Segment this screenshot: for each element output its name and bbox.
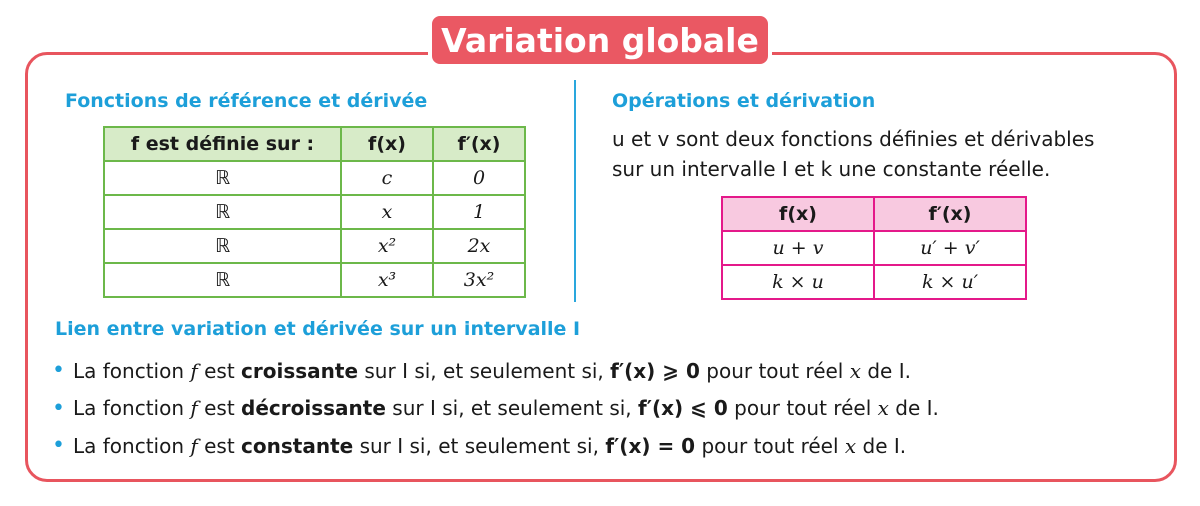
- variation-word: décroissante: [241, 396, 386, 421]
- text: x: [877, 396, 889, 421]
- variation-rules-list: • La fonction f est croissante sur I si, …: [52, 352, 939, 465]
- text: La fonction: [72, 396, 191, 421]
- derivative-condition: f′(x) ⩽ 0: [638, 396, 728, 421]
- right-heading: Opérations et dérivation: [612, 90, 876, 112]
- derivative-condition: f′(x) = 0: [605, 433, 696, 458]
- table-header-row: f est définie sur : f(x) f′(x): [103, 126, 526, 162]
- text: est: [197, 433, 242, 458]
- text: sur I si, et seulement si,: [353, 433, 606, 458]
- table-cell: x: [340, 194, 434, 230]
- text: La fonction: [72, 433, 191, 458]
- table-cell: u′ + v′: [873, 230, 1027, 266]
- table-cell: ℝ: [103, 262, 342, 298]
- table-cell: x²: [340, 228, 434, 264]
- table-cell: ℝ: [103, 194, 342, 230]
- header-fx: f(x): [340, 126, 434, 162]
- text: sur I si, et seulement si,: [358, 358, 611, 383]
- text: sur I si, et seulement si,: [385, 396, 639, 421]
- header-fpx: f′(x): [873, 196, 1027, 232]
- text: f: [190, 433, 198, 458]
- text: de I.: [861, 358, 911, 383]
- text: pour tout réel: [699, 358, 850, 383]
- text: x: [849, 358, 861, 383]
- text: pour tout réel: [727, 396, 878, 421]
- paragraph-line: u et v sont deux fonctions définies et d…: [612, 127, 1095, 151]
- text: x: [844, 433, 857, 458]
- text: est: [197, 396, 242, 421]
- bullet-icon: •: [52, 395, 65, 421]
- bullet-icon: •: [52, 358, 65, 384]
- table-cell: x³: [340, 262, 434, 298]
- derivative-condition: f′(x) ⩾ 0: [610, 358, 700, 383]
- header-fx: f(x): [721, 196, 875, 232]
- bottom-heading: Lien entre variation et dérivée sur un i…: [55, 318, 581, 340]
- table-cell: k × u: [721, 264, 875, 300]
- table-cell: 0: [432, 160, 526, 196]
- table-cell: 2x: [432, 228, 526, 264]
- table-cell: u + v: [721, 230, 875, 266]
- table-cell: 3x²: [432, 262, 526, 298]
- text: f: [190, 358, 198, 383]
- text: de I.: [856, 433, 907, 458]
- text: de I.: [888, 396, 939, 421]
- column-divider: [574, 80, 576, 302]
- text: est: [197, 358, 242, 383]
- text: La fonction: [72, 358, 191, 383]
- left-heading: Fonctions de référence et dérivée: [65, 90, 428, 112]
- list-item: • La fonction f est décroissante sur I si…: [52, 390, 939, 428]
- table-cell: c: [340, 160, 434, 196]
- table-cell: 1: [432, 194, 526, 230]
- paragraph-line: sur un intervalle I et k une constante r…: [612, 157, 1051, 181]
- table-cell: k × u′: [873, 264, 1027, 300]
- header-domain: f est définie sur :: [103, 126, 342, 162]
- variation-word: constante: [241, 433, 354, 458]
- text: pour tout réel: [695, 433, 845, 458]
- header-fpx: f′(x): [432, 126, 526, 162]
- table-row: u + v u′ + v′: [721, 230, 1027, 266]
- operations-paragraph: u et v sont deux fonctions définies et d…: [612, 124, 1152, 184]
- list-item: • La fonction f est croissante sur I si, …: [52, 352, 939, 390]
- page-title: Variation globale: [428, 12, 772, 68]
- variation-word: croissante: [241, 358, 359, 383]
- bullet-icon: •: [52, 433, 65, 459]
- text: f: [190, 396, 198, 421]
- table-cell: ℝ: [103, 228, 342, 264]
- table-cell: ℝ: [103, 160, 342, 196]
- list-item: • La fonction f est constante sur I si, e…: [52, 427, 939, 465]
- table-header-row: f(x) f′(x): [721, 196, 1027, 232]
